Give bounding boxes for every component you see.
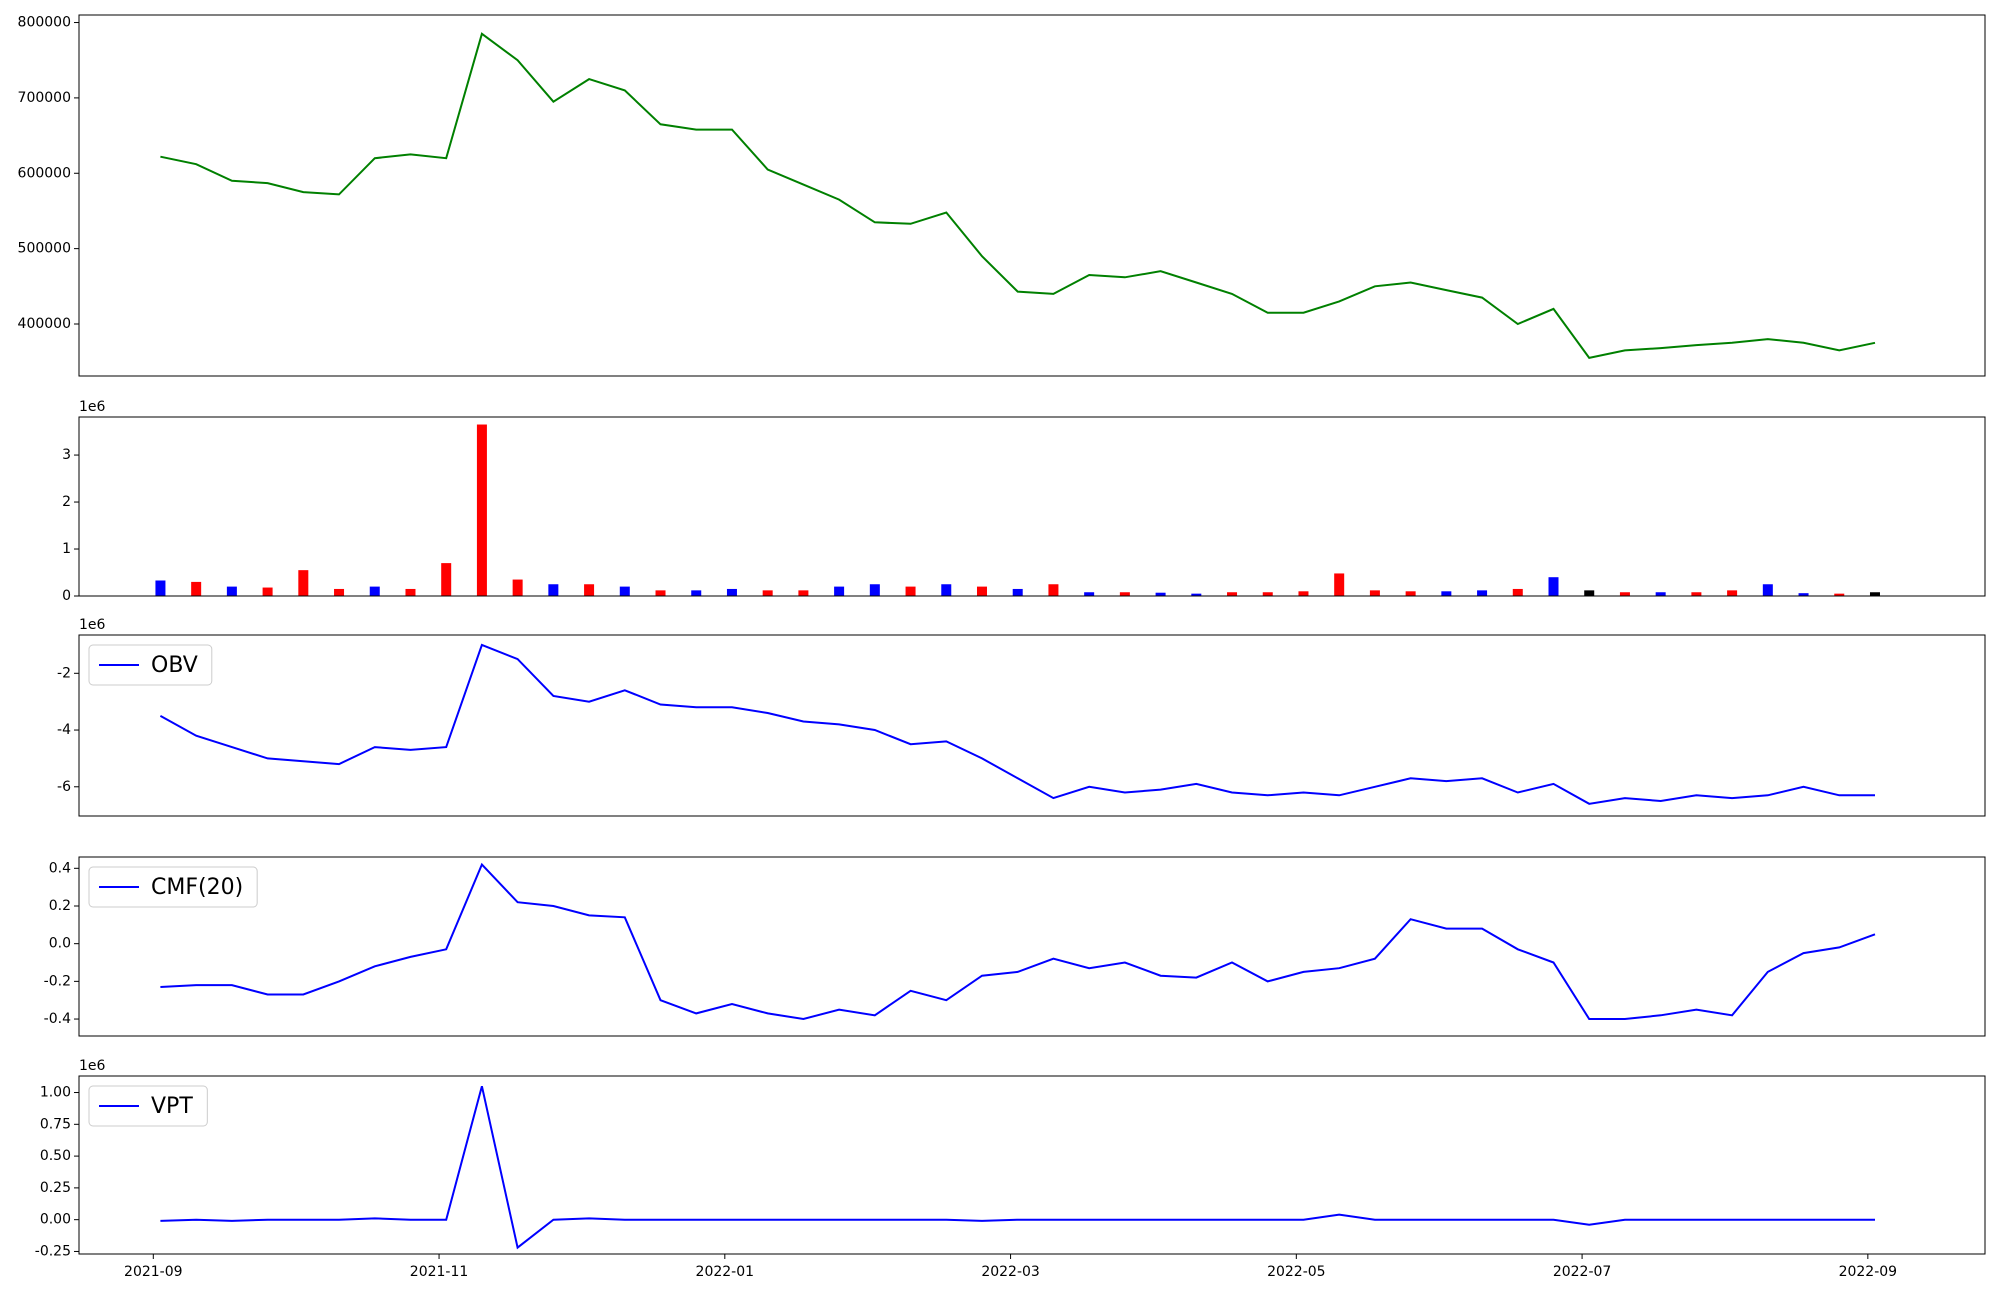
bar [726, 588, 737, 596]
legend-box [88, 1085, 208, 1127]
y-tick-label: 0.25 [40, 1180, 71, 1196]
legend-box [88, 644, 213, 686]
bar [262, 587, 273, 596]
bar [512, 579, 523, 596]
y-tick-label: -0.4 [44, 1011, 71, 1027]
y-tick-label: 500000 [18, 241, 71, 257]
bar [655, 590, 666, 596]
bar [155, 580, 166, 596]
bar [619, 586, 630, 596]
bar [441, 563, 452, 596]
y-tick-label: 1 [62, 541, 71, 557]
bar [1191, 593, 1202, 596]
bar [905, 586, 916, 596]
y-offset-label: 1e6 [79, 1058, 106, 1074]
bar [941, 584, 952, 596]
y-tick-label: 400000 [18, 316, 71, 332]
legend-box [88, 866, 258, 908]
axes-frame [78, 1075, 1986, 1255]
x-tick-label: 2022-07 [1553, 1264, 1612, 1280]
y-tick-label: 0 [62, 588, 71, 604]
bar [1727, 590, 1738, 596]
y-tick-label: -0.25 [35, 1243, 71, 1259]
bar [976, 586, 987, 596]
bar [762, 590, 773, 596]
y-tick-label: 2 [62, 494, 71, 510]
bar [369, 586, 380, 596]
y-tick-label: 0.50 [40, 1148, 71, 1164]
line [160, 1085, 1875, 1250]
bar [1048, 584, 1059, 596]
y-offset-label: 1e6 [79, 617, 106, 633]
y-tick-label: 0.4 [49, 860, 71, 876]
y-tick-label: -2 [57, 665, 71, 681]
y-tick-label: -6 [57, 779, 71, 795]
bar [1584, 590, 1595, 596]
bar [1834, 593, 1845, 596]
bar [1405, 591, 1416, 596]
line [160, 32, 1876, 360]
x-tick-label: 2021-09 [124, 1264, 183, 1280]
bar [869, 584, 880, 596]
x-tick-label: 2022-09 [1839, 1264, 1898, 1280]
bar [476, 424, 487, 596]
line [160, 862, 1876, 1021]
bar [298, 570, 309, 596]
axes-frame [78, 416, 1986, 597]
legend-label: OBV [151, 653, 198, 678]
bar [1691, 592, 1702, 596]
y-tick-label: 0.00 [40, 1212, 71, 1228]
bar [1441, 591, 1452, 596]
x-tick-label: 2022-03 [981, 1264, 1040, 1280]
bar [1227, 592, 1238, 596]
bar [798, 590, 809, 596]
bar [584, 584, 595, 596]
bar [405, 588, 416, 596]
bar [1369, 590, 1380, 596]
bar [1119, 592, 1130, 596]
y-tick-label: 0.2 [49, 898, 71, 914]
line [159, 643, 1875, 805]
axes-frame [78, 634, 1986, 817]
bar [834, 586, 845, 596]
bar [1548, 577, 1559, 596]
axes-frame [78, 14, 1986, 377]
y-tick-label: 800000 [18, 15, 71, 31]
bar [1798, 593, 1809, 596]
y-tick-label: 0.0 [49, 936, 71, 952]
bar [191, 581, 202, 596]
bar [1477, 590, 1488, 596]
bar [334, 588, 345, 596]
bar [691, 590, 702, 596]
legend-label: CMF(20) [151, 875, 243, 900]
legend-label: VPT [151, 1094, 193, 1119]
y-tick-label: 600000 [18, 165, 71, 181]
y-offset-label: 1e6 [79, 399, 106, 415]
bar [1155, 592, 1166, 596]
bar [1334, 573, 1345, 596]
bar [1619, 592, 1630, 596]
y-tick-label: 700000 [18, 90, 71, 106]
bar [226, 586, 237, 596]
axes-frame [78, 856, 1986, 1037]
bar [1262, 592, 1273, 596]
bar [1655, 592, 1666, 596]
y-tick-label: -4 [57, 722, 71, 738]
y-tick-label: 3 [62, 447, 71, 463]
bar [548, 584, 559, 596]
x-tick-label: 2021-11 [410, 1264, 469, 1280]
y-tick-label: 0.75 [40, 1116, 71, 1132]
bar [1084, 592, 1095, 596]
bar [1869, 592, 1880, 596]
y-tick-label: -0.2 [44, 973, 71, 989]
bar [1012, 588, 1023, 596]
bar [1298, 591, 1309, 596]
bar [1512, 588, 1523, 596]
y-tick-label: 1.00 [40, 1085, 71, 1101]
bar [1762, 584, 1773, 596]
x-tick-label: 2022-05 [1267, 1264, 1326, 1280]
x-tick-label: 2022-01 [696, 1264, 755, 1280]
